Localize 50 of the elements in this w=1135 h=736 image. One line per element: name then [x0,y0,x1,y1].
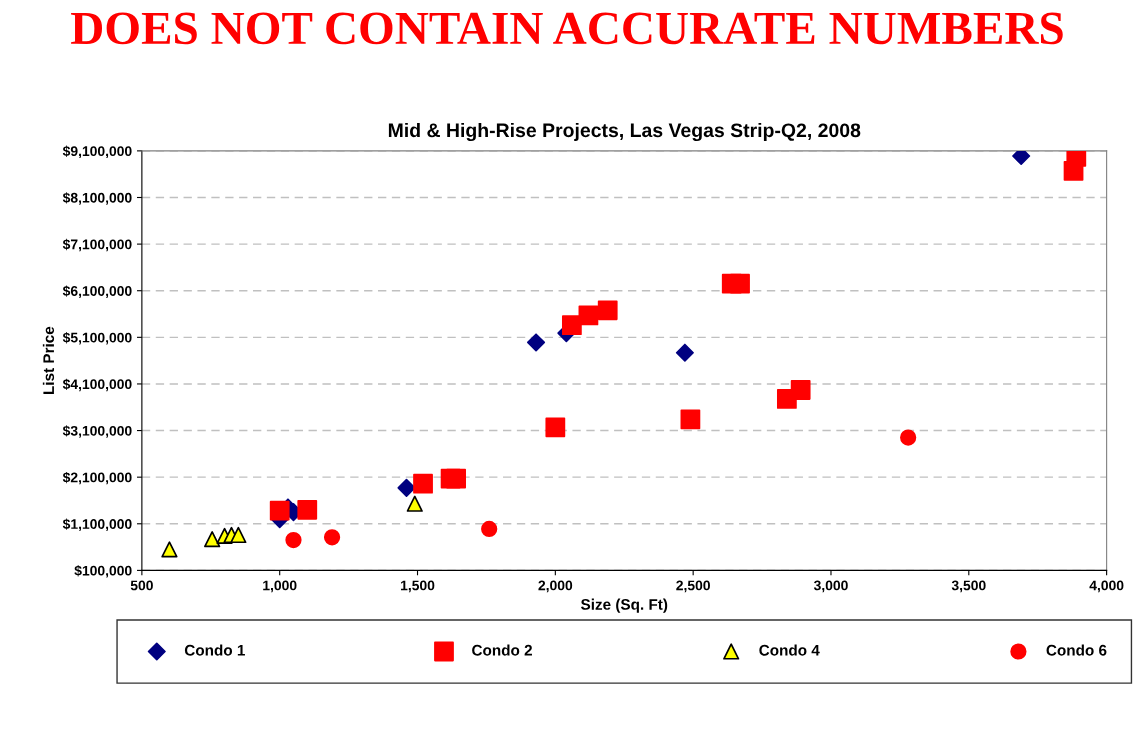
y-tick-label: $6,100,000 [62,285,132,298]
legend-label: Condo 2 [472,644,532,656]
point [413,473,433,494]
point [446,468,466,489]
legend-label: Condo 6 [1046,644,1107,656]
y-tick-label: $1,100,000 [62,518,132,531]
point [526,333,546,352]
point [481,520,498,538]
x-axis-title: Size (Sq. Ft) [580,598,668,613]
point [1012,150,1031,166]
point [285,531,302,549]
text: DOES NOT CONTAIN ACCURATE NUMBERS [71,12,1063,45]
y-tick-label: $8,100,000 [62,192,132,205]
point [675,343,694,362]
point [730,273,750,294]
y-tick-label: $2,100,000 [62,471,132,485]
x-tick-label: 3,500 [951,580,986,593]
point [790,380,811,400]
point [297,499,318,520]
y-axis-title: List Price [42,326,55,395]
y-tick-label: $9,100,000 [62,145,132,159]
x-tick-label: 1,000 [263,580,297,593]
x-tick-label: 3,000 [813,580,848,593]
point [900,429,917,446]
point [397,478,416,497]
point [230,526,247,544]
x-tick-label: 1,500 [401,580,435,593]
point [204,531,221,548]
point [161,541,178,558]
point [406,495,423,512]
y-tick-label: $3,100,000 [62,425,132,438]
y-tick-label: $7,100,000 [62,238,132,252]
y-tick-label: $5,100,000 [62,332,132,345]
x-tick-label: 2,500 [676,580,710,593]
point [1063,161,1084,181]
point [680,409,701,430]
point [561,315,582,336]
y-tick-label: $100,000 [74,565,132,578]
point [545,417,566,438]
chart-title: Mid & High-Rise Projects, Las Vegas Strip-Q2, 2008 [388,122,861,142]
y-tick-label: $4,100,000 [62,378,132,392]
point [323,529,341,546]
point [597,300,618,321]
legend-label: Condo 1 [184,644,245,656]
x-tick-label: 500 [130,580,153,591]
legend-label: Condo 4 [759,644,820,656]
point [578,305,599,326]
x-tick-label: 2,000 [538,580,573,593]
point [269,500,290,521]
x-tick-label: 4,000 [1089,580,1124,593]
